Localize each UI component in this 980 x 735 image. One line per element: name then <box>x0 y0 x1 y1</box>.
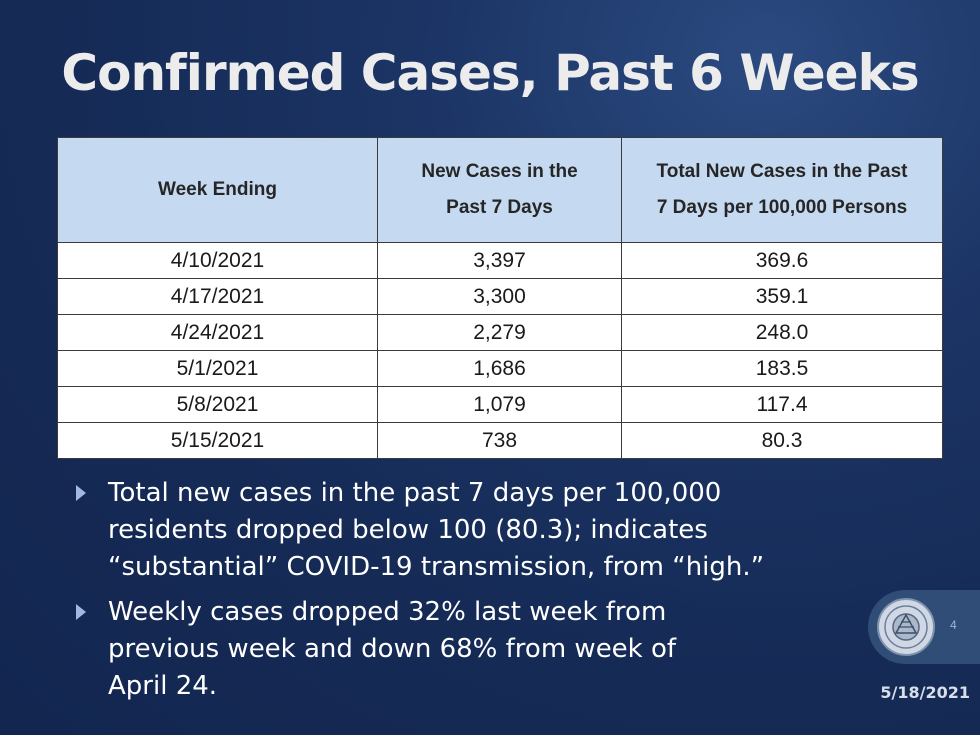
bullet-item: Weekly cases dropped 32% last week from … <box>70 594 870 705</box>
triangle-right-icon <box>76 604 86 620</box>
cell-week-ending: 4/10/2021 <box>57 242 378 279</box>
bullet-line: “substantial” COVID-19 transmission, fro… <box>108 552 765 582</box>
table-row: 4/10/2021 3,397 369.6 <box>57 242 943 279</box>
cell-new-cases: 1,079 <box>377 386 622 423</box>
table-row: 4/24/2021 2,279 248.0 <box>57 314 943 351</box>
slide-title: Confirmed Cases, Past 6 Weeks <box>61 44 919 102</box>
cell-week-ending: 4/24/2021 <box>57 314 378 351</box>
cases-table-container: Week Ending New Cases in the Past 7 Days… <box>57 137 943 459</box>
table-row: 5/1/2021 1,686 183.5 <box>57 350 943 387</box>
header-week-ending: Week Ending <box>57 137 378 243</box>
cell-per-100k: 369.6 <box>621 242 943 279</box>
header-line: Total New Cases in the Past <box>656 161 908 182</box>
table-header-row: Week Ending New Cases in the Past 7 Days… <box>57 137 943 243</box>
cell-week-ending: 5/8/2021 <box>57 386 378 423</box>
cell-new-cases: 2,279 <box>377 314 622 351</box>
header-line: Week Ending <box>158 179 277 200</box>
bullet-line: Weekly cases dropped 32% last week from <box>108 597 667 627</box>
cases-table: Week Ending New Cases in the Past 7 Days… <box>57 137 943 459</box>
cell-week-ending: 4/17/2021 <box>57 278 378 315</box>
header-new-cases: New Cases in the Past 7 Days <box>377 137 622 243</box>
table-row: 4/17/2021 3,300 359.1 <box>57 278 943 315</box>
cell-new-cases: 1,686 <box>377 350 622 387</box>
header-line: New Cases in the <box>421 161 578 182</box>
bullet-line: residents dropped below 100 (80.3); indi… <box>108 515 708 545</box>
triangle-right-icon <box>76 485 86 501</box>
page-number: 4 <box>950 618 957 632</box>
cell-per-100k: 248.0 <box>621 314 943 351</box>
county-seal-icon <box>877 598 935 656</box>
cell-per-100k: 183.5 <box>621 350 943 387</box>
cell-new-cases: 738 <box>377 422 622 459</box>
cell-week-ending: 5/1/2021 <box>57 350 378 387</box>
bullet-line: Total new cases in the past 7 days per 1… <box>108 478 722 508</box>
cell-per-100k: 359.1 <box>621 278 943 315</box>
cell-per-100k: 117.4 <box>621 386 943 423</box>
cell-per-100k: 80.3 <box>621 422 943 459</box>
cell-week-ending: 5/15/2021 <box>57 422 378 459</box>
table-row: 5/15/2021 738 80.3 <box>57 422 943 459</box>
header-line: Past 7 Days <box>446 197 553 218</box>
bullet-line: April 24. <box>108 671 218 701</box>
table-row: 5/8/2021 1,079 117.4 <box>57 386 943 423</box>
bullet-list: Total new cases in the past 7 days per 1… <box>70 475 870 713</box>
bullet-item: Total new cases in the past 7 days per 1… <box>70 475 870 586</box>
slide-date: 5/18/2021 <box>880 683 970 702</box>
cell-new-cases: 3,397 <box>377 242 622 279</box>
cell-new-cases: 3,300 <box>377 278 622 315</box>
header-cases-per-100k: Total New Cases in the Past 7 Days per 1… <box>621 137 943 243</box>
bullet-line: previous week and down 68% from week of <box>108 634 677 664</box>
header-line: 7 Days per 100,000 Persons <box>656 197 908 218</box>
